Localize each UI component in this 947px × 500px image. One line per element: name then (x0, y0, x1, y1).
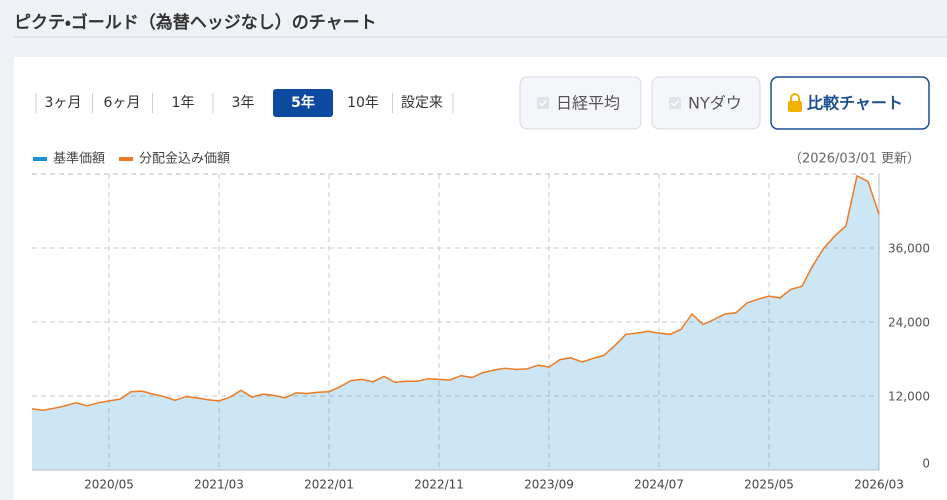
y-tick-label: 36,000 (888, 242, 930, 256)
tab-label: 5年 (291, 94, 315, 111)
x-tick-label: 2021/03 (194, 478, 244, 492)
y-tick-label: 0 (922, 457, 930, 471)
tab[interactable]: 3ヶ月 (45, 95, 82, 111)
tab-label: 3年 (232, 95, 255, 111)
lock-shackle (790, 93, 800, 101)
legend-label: 分配金込み価額 (139, 152, 230, 167)
y-tick-label: 24,000 (888, 316, 930, 330)
x-tick-label: 2026/03 (854, 478, 904, 492)
tab-active-bg (273, 89, 333, 117)
x-tick-label: 2022/11 (414, 478, 464, 492)
area (32, 175, 879, 471)
legend-swatch (119, 157, 134, 161)
tab[interactable]: 10年 (347, 95, 379, 111)
x-tick-label: 2020/05 (84, 478, 134, 492)
button-label: 比較チャート (807, 94, 903, 113)
tab[interactable]: 6ヶ月 (104, 95, 141, 111)
line (31, 174, 880, 411)
button-bg (651, 76, 761, 130)
tab[interactable]: 5年 (273, 89, 333, 117)
tab-label: 6ヶ月 (104, 95, 141, 111)
page-title: ピクテ・ゴールド（為替ヘッジなし）のチャート (14, 12, 377, 33)
x-tick-label: 2023/09 (524, 478, 574, 492)
tab-label: 10年 (347, 95, 379, 111)
checkbox (537, 97, 549, 109)
tab[interactable]: 3年 (232, 95, 255, 111)
tab-label: 設定来 (401, 95, 443, 111)
checkbox (669, 97, 681, 109)
updated: （2026/03/01 更新） (789, 152, 920, 167)
legend-label: 基準価額 (53, 151, 105, 167)
button[interactable]: 日経平均 (519, 76, 642, 130)
button-bg (770, 76, 930, 130)
check (670, 99, 680, 107)
legend-swatch (33, 157, 47, 161)
button-label: 日経平均 (556, 94, 620, 113)
button[interactable]: NYダウ (651, 76, 761, 130)
tab[interactable]: 設定来 (401, 95, 443, 111)
x-tick-label: 2025/05 (744, 478, 794, 492)
x-tick-label: 2024/07 (634, 478, 684, 492)
button-label: NYダウ (688, 94, 742, 113)
buttons: 日経平均 NYダウ 比較チャート (519, 76, 930, 130)
y-tick-label: 12,000 (888, 390, 930, 404)
lock-body (788, 101, 802, 112)
card (14, 57, 947, 500)
chart: 基準価額 分配金込み価額 0 12,000 24,000 36,000 2020/05 202… (31, 151, 930, 492)
button-bg (519, 76, 642, 130)
check (538, 99, 548, 107)
x-tick-label: 2022/01 (304, 478, 354, 492)
tab[interactable]: 1年 (172, 95, 195, 111)
tabs: 3ヶ月 6ヶ月 1年 3年 5年 10年 設定来 (35, 89, 454, 117)
tab-label: 1年 (172, 95, 195, 111)
tab-label: 3ヶ月 (45, 95, 82, 111)
button[interactable]: 比較チャート (770, 76, 930, 130)
